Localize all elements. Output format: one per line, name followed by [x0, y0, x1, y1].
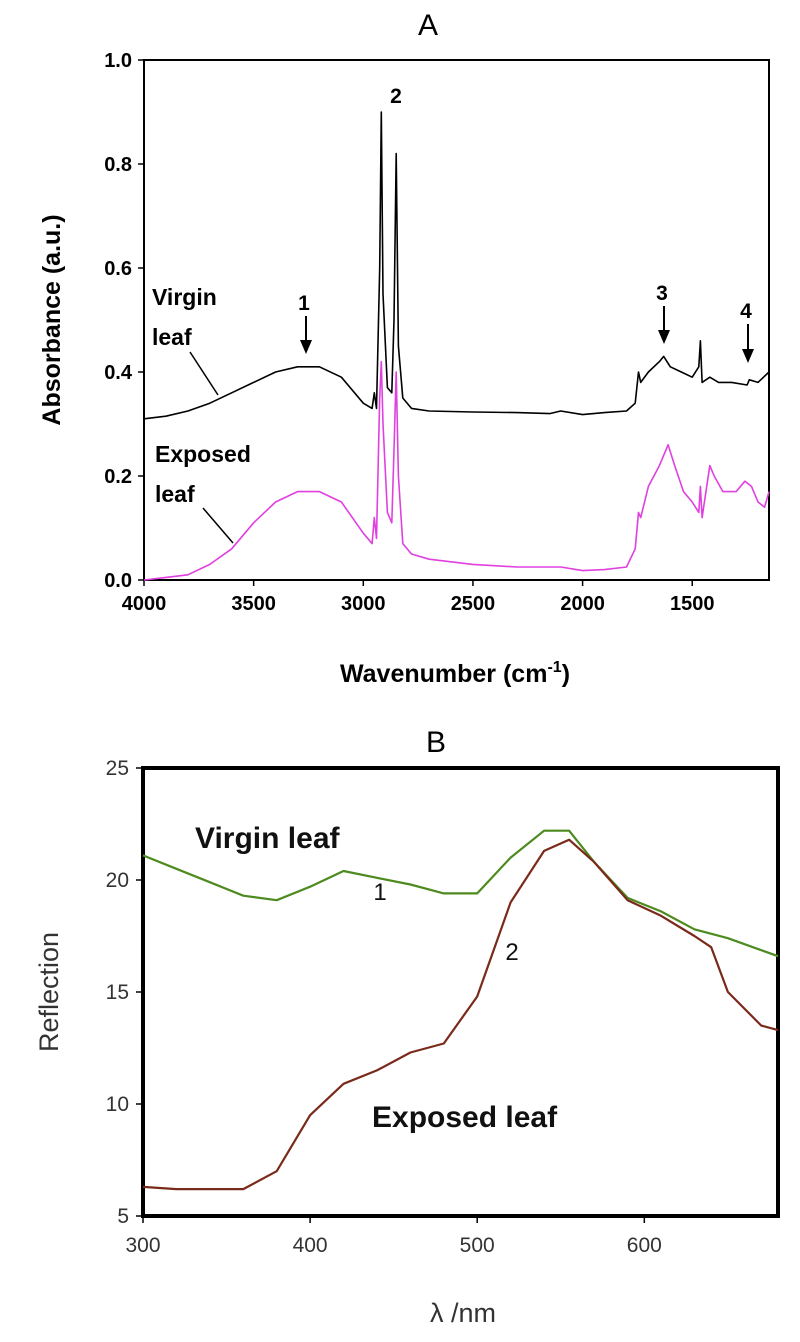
- panel-a-virgin-leader: [189, 351, 219, 396]
- panel-a-exposed-leader: [202, 507, 234, 544]
- x-tick-label: 400: [293, 1234, 328, 1257]
- panel-a-exposed-label-line1: Exposed: [155, 441, 251, 467]
- y-tick-label: 10: [106, 1093, 129, 1116]
- x-tick-label: 2000: [560, 593, 605, 615]
- panel-a-peak-4-arrowhead: [742, 349, 754, 363]
- x-tick-label: 300: [125, 1234, 160, 1257]
- panel-a-virgin-label-line1: Virgin: [152, 284, 217, 310]
- panel-b-label: B: [426, 726, 446, 759]
- y-tick-label: 5: [117, 1205, 129, 1228]
- panel-a-virgin-label-line2: leaf: [152, 324, 192, 350]
- x-tick-label: 3500: [231, 593, 276, 615]
- y-tick-label: 1.0: [104, 50, 132, 72]
- y-tick-label: 15: [106, 981, 129, 1004]
- x-tick-label: 1500: [670, 593, 715, 615]
- x-tick-label: 600: [627, 1234, 662, 1257]
- panel-a-peak-2-label: 2: [390, 85, 402, 108]
- panel-a-xlabel-close: ): [562, 660, 570, 688]
- y-tick-label: 0.2: [104, 466, 132, 488]
- panel-a-peak-1-arrowhead: [300, 340, 312, 354]
- y-tick-label: 0.0: [104, 570, 132, 592]
- series-line-1: [142, 829, 779, 958]
- series-line-2: [143, 360, 770, 581]
- y-tick-label: 0.8: [104, 154, 132, 176]
- series-line-2: [142, 838, 779, 1191]
- panel-a-ylabel: Absorbance (a.u.): [38, 214, 66, 425]
- panel-b-ylabel: Reflection: [34, 932, 64, 1052]
- y-tick-label: 25: [106, 757, 129, 780]
- panel-b-lines: [142, 829, 779, 1191]
- panel-a-exposed-label-line2: leaf: [155, 481, 195, 507]
- panel-a-xlabel-main: Wavenumber (cm: [340, 660, 547, 688]
- panel-a-lines: [143, 111, 770, 581]
- panel-a-xlabel-sup: -1: [547, 659, 561, 676]
- panel-a: A 4000 3500 3000 2500 2000 1500 0.0 0.2 0.4 0.6 0.…: [38, 9, 770, 688]
- panel-b: B 300 400 500 600 5 10 15 20 25 λ /nm Reflection…: [34, 726, 780, 1328]
- panel-a-label: A: [418, 9, 438, 42]
- y-tick-label: 0.6: [104, 258, 132, 280]
- panel-a-peak-4-label: 4: [740, 300, 752, 323]
- panel-b-xlabel: λ /nm: [430, 1298, 496, 1328]
- x-tick-label: 4000: [122, 593, 167, 615]
- y-tick-label: 0.4: [104, 362, 133, 384]
- x-tick-label: 3000: [341, 593, 386, 615]
- panel-b-series-1-number: 1: [373, 879, 386, 906]
- panel-a-ticks: 4000 3500 3000 2500 2000 1500 0.0 0.2 0.4 0.6 0.8 1…: [104, 50, 714, 615]
- y-tick-label: 20: [106, 869, 129, 892]
- panel-b-ticks: 300 400 500 600 5 10 15 20 25: [106, 757, 662, 1257]
- panel-b-exposed-label: Exposed leaf: [372, 1101, 558, 1134]
- panel-b-virgin-label: Virgin leaf: [195, 822, 341, 855]
- panel-a-peak-1-label: 1: [298, 292, 310, 315]
- panel-a-frame: [143, 59, 770, 581]
- panel-b-series-2-number: 2: [505, 939, 518, 966]
- panel-a-peak-3-label: 3: [656, 282, 668, 305]
- panel-a-xlabel: Wavenumber (cm-1): [340, 659, 570, 688]
- x-tick-label: 2500: [451, 593, 496, 615]
- series-line-1: [143, 111, 770, 420]
- x-tick-label: 500: [460, 1234, 495, 1257]
- panel-a-peak-3-arrowhead: [658, 330, 670, 344]
